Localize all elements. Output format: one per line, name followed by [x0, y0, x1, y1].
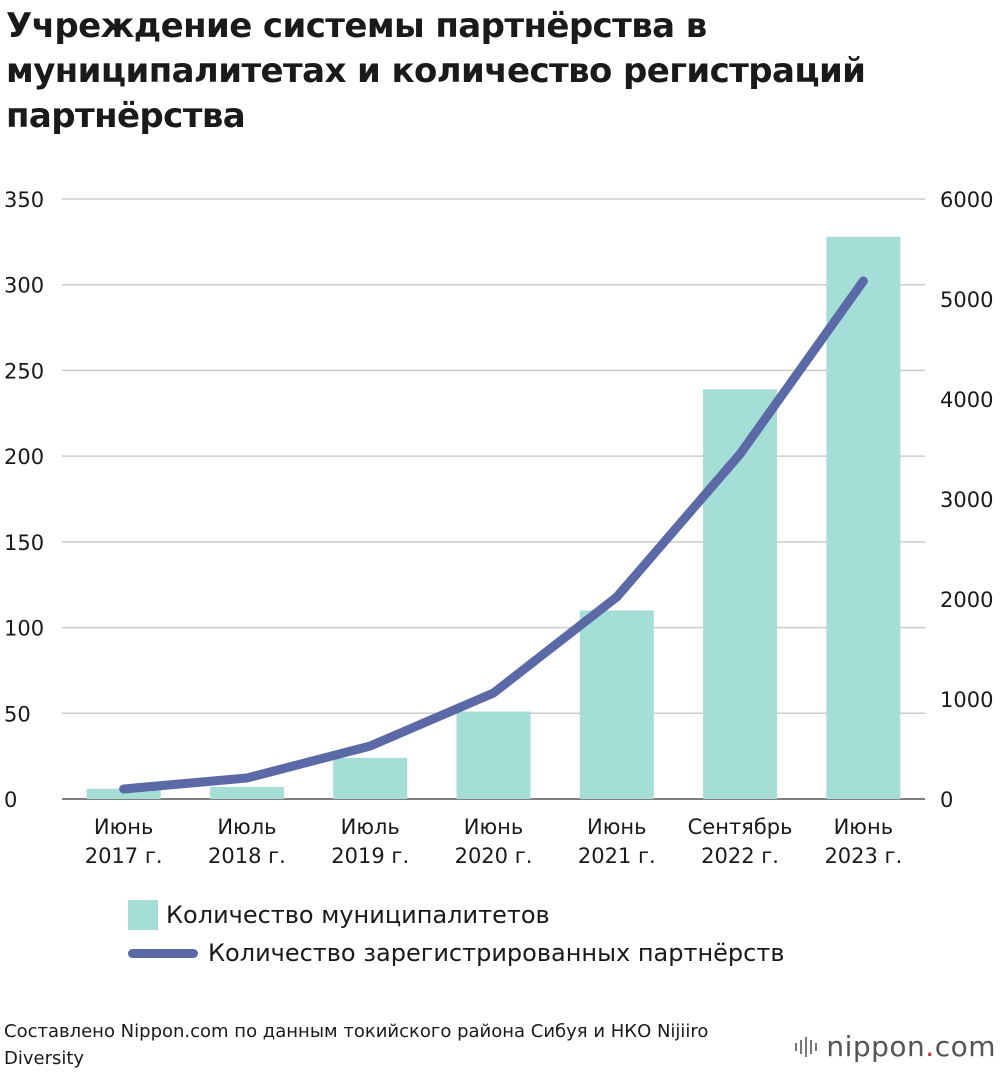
x-axis: Июнь 2017 г. Июль 2018 г. Июль 2019 г. Июнь 202…: [85, 815, 903, 868]
right-tick-label: 6000: [940, 188, 993, 212]
x-tick-label: Июль 2019 г.: [331, 815, 409, 868]
bar: [86, 788, 161, 799]
x-tick-label: Сентябрь 2022 г.: [688, 815, 793, 868]
series-line: [119, 276, 868, 794]
logo-text: nippon.com: [826, 1030, 996, 1063]
legend-item-partnerships: Количество зарегистрированных партнёрств: [128, 934, 784, 972]
right-axis: 0 1000 2000 3000 4000 5000 6000: [940, 188, 993, 812]
left-tick-label: 0: [4, 788, 17, 812]
legend-label: Количество зарегистрированных партнёрств: [208, 939, 785, 967]
line-series: [119, 276, 868, 794]
x-tick-label: Июнь 2020 г.: [455, 815, 533, 868]
x-tick-label: Июль 2018 г.: [208, 815, 286, 868]
left-axis: 0 50 100 150 200 250 300 350: [4, 188, 44, 812]
bar: [579, 610, 654, 799]
x-tick-label: Июнь 2023 г.: [824, 815, 902, 868]
right-tick-label: 4000: [940, 388, 993, 412]
chart: 0 50 100 150 200 250 300 350 0 1000 2000 3000 4000 5…: [4, 188, 993, 868]
logo-suffix: com: [934, 1030, 996, 1063]
right-tick-label: 5000: [940, 288, 993, 312]
left-tick-label: 50: [4, 702, 31, 726]
left-tick-label: 350: [4, 188, 44, 212]
bar-series: [86, 236, 901, 799]
right-tick-label: 1000: [940, 688, 993, 712]
left-tick-label: 250: [4, 359, 44, 383]
bar: [209, 787, 284, 799]
x-tick-label: Июнь 2021 г.: [578, 815, 656, 868]
left-tick-label: 200: [4, 445, 44, 469]
grid-lines: [62, 198, 925, 800]
chart-title: Учреждение системы партнёрства в муницип…: [6, 6, 866, 136]
legend: Количество муниципалитетов Количество за…: [128, 896, 784, 972]
right-tick-label: 3000: [940, 488, 993, 512]
logo-dot: .: [925, 1030, 935, 1063]
bar: [333, 757, 408, 799]
x-tick-label: Июнь 2017 г.: [85, 815, 163, 868]
left-tick-label: 150: [4, 531, 44, 555]
left-tick-label: 300: [4, 274, 44, 298]
bar: [826, 236, 901, 799]
logo-name: nippon: [826, 1030, 926, 1063]
left-tick-label: 100: [4, 617, 44, 641]
legend-item-municipalities: Количество муниципалитетов: [128, 896, 784, 934]
source-note: Составлено Nippon.com по данным токийско…: [4, 1021, 709, 1069]
bar: [456, 711, 531, 799]
logo-bars-icon: [795, 1036, 820, 1057]
legend-label: Количество муниципалитетов: [166, 901, 550, 929]
right-tick-label: 2000: [940, 588, 993, 612]
legend-swatch-bar: [128, 900, 158, 930]
nippon-logo[interactable]: nippon.com: [795, 1030, 996, 1063]
legend-swatch-line: [128, 948, 198, 958]
right-tick-label: 0: [940, 788, 953, 812]
